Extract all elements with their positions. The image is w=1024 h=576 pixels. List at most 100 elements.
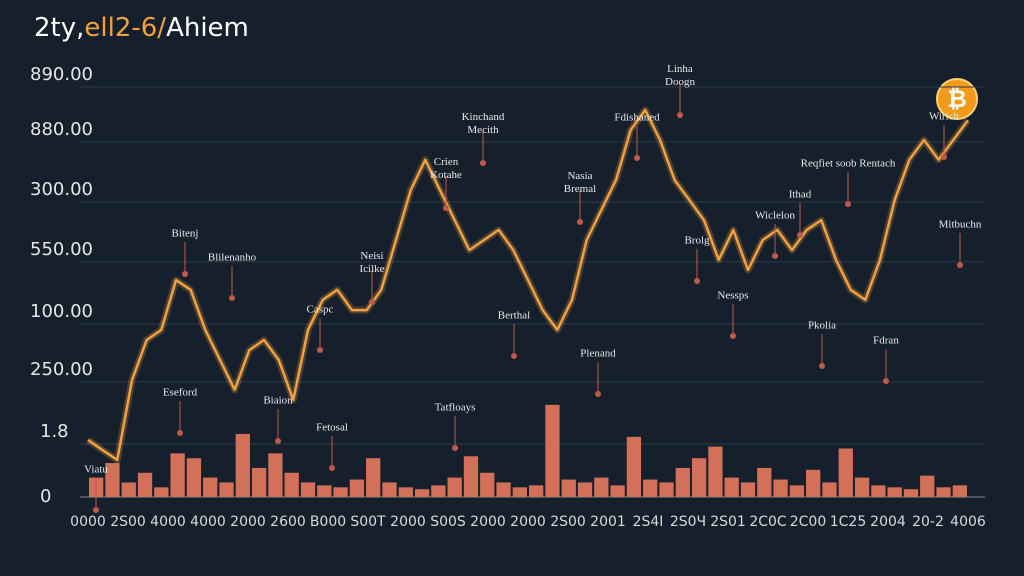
x-tick-label: 2001 xyxy=(590,514,626,530)
annotation-label: Brolg xyxy=(684,235,710,247)
annotation-dot xyxy=(317,347,323,353)
annotation: Bitenj xyxy=(172,228,198,277)
annotation-label: Blilenanho xyxy=(208,252,257,264)
volume-bar xyxy=(235,433,250,497)
volume-bar xyxy=(349,479,365,497)
volume-bar xyxy=(414,489,430,497)
annotation-line: Icilke xyxy=(359,263,384,275)
annotation: Viatu xyxy=(84,464,108,513)
annotation: Pkolia xyxy=(808,320,836,369)
annotation-label: Eseford xyxy=(163,387,198,399)
volume-bar xyxy=(806,469,821,497)
volume-bar xyxy=(594,477,609,497)
annotation: Linha Doogn xyxy=(665,63,695,118)
annotation-label: Kinchand Mecith xyxy=(462,111,505,136)
price-line xyxy=(87,108,970,462)
bitcoin-glyph: ₿ xyxy=(947,85,967,113)
y-tick-label: 300.00 xyxy=(30,179,93,200)
x-tick-label: 0000 xyxy=(70,514,106,530)
x-tick-label: 4000 xyxy=(150,514,186,530)
volume-bar xyxy=(333,487,348,497)
volume-bar xyxy=(431,485,446,497)
annotation: Berthal xyxy=(498,310,530,359)
annotation-label: Nasia Bremal xyxy=(564,170,596,195)
annotation: Mitbuchn xyxy=(939,219,982,268)
x-tick-label: 4006 xyxy=(950,514,986,530)
volume-bar xyxy=(903,489,919,497)
x-tick-label: 2000 xyxy=(390,514,426,530)
volume-bar xyxy=(268,453,283,497)
volume-bar xyxy=(512,487,527,497)
annotation-dot xyxy=(883,378,889,384)
x-tick-label: 2S00 xyxy=(550,514,586,530)
annotation: Eseford xyxy=(163,387,198,436)
annotation-dot xyxy=(452,445,458,451)
x-tick-label: 2S0Ч xyxy=(670,514,706,530)
volume-bar xyxy=(496,482,511,497)
volume-bar xyxy=(659,482,674,497)
annotation-dot xyxy=(730,333,736,339)
annotation-dot xyxy=(634,155,640,161)
annotation: Fdran xyxy=(873,335,899,384)
volume-bar xyxy=(545,404,560,497)
volume-bar xyxy=(561,479,576,497)
x-tick-label: 2S4I xyxy=(633,514,664,530)
annotation-label: Nessps xyxy=(717,290,748,302)
y-tick-label: 890.00 xyxy=(30,64,93,85)
x-tick-label: 20-2 xyxy=(912,514,944,530)
x-tick-label: 4000 xyxy=(190,514,226,530)
y-tick-label: 250.00 xyxy=(30,359,93,380)
x-tick-label: S00T xyxy=(350,514,386,530)
chart-title: 2ty,ell2-6/Ahiem xyxy=(34,13,249,43)
annotation-dot xyxy=(577,219,583,225)
annotation-line: Nasia xyxy=(567,170,592,182)
annotation-label: Caspc xyxy=(307,304,334,316)
x-tick-label: 2000 xyxy=(510,514,546,530)
x-tick-label: 2C0C xyxy=(749,514,787,530)
y-tick-label: 0 xyxy=(40,486,51,507)
annotation: Reqfiet soob Rentach xyxy=(801,158,896,207)
volume-bar xyxy=(626,436,642,497)
y-tick-label: 880.00 xyxy=(30,119,93,140)
volume-bar xyxy=(577,482,593,497)
annotation-line: Neisi xyxy=(360,250,383,262)
annotation-dot xyxy=(511,353,517,359)
volume-bar xyxy=(757,467,772,497)
volume-bar xyxy=(610,485,625,497)
annotation-label: Wiclelon xyxy=(755,210,795,222)
volume-bar xyxy=(398,487,413,497)
volume-bar xyxy=(317,485,332,497)
title-part: Ahiem xyxy=(166,13,249,43)
x-tick-label: 2C00 xyxy=(790,514,827,530)
volume-bar xyxy=(447,477,462,497)
volume-bar xyxy=(708,446,723,497)
annotation: Fdishaned xyxy=(614,112,660,161)
x-tick-label: S00S xyxy=(430,514,466,530)
annotation-dot xyxy=(772,253,778,259)
volume-bar xyxy=(871,485,886,497)
annotation-line: Kinchand xyxy=(462,111,505,123)
volume-bar xyxy=(952,485,967,497)
annotation-dot xyxy=(177,430,183,436)
annotation: Nasia Bremal xyxy=(564,170,596,225)
x-tick-label: 2S00 xyxy=(110,514,146,530)
annotation-label: Neisi Icilke xyxy=(359,250,384,275)
annotation-dot xyxy=(182,271,188,277)
volume-bar xyxy=(300,482,316,497)
annotation: Biaion xyxy=(263,395,293,444)
annotation-dot xyxy=(595,391,601,397)
annotation-dot xyxy=(819,363,825,369)
annotation-line: Doogn xyxy=(665,76,695,88)
annotation-label: Wirich xyxy=(929,111,960,123)
volume-bar xyxy=(724,477,739,497)
volume-bar xyxy=(854,477,870,497)
volume-bar xyxy=(251,467,267,497)
annotation: Ithad xyxy=(789,189,812,238)
annotation-dot xyxy=(797,232,803,238)
x-tick-label: B000 xyxy=(310,514,346,530)
volume-bar xyxy=(463,456,479,497)
volume-bar xyxy=(643,479,658,497)
annotation-line: Kotahe xyxy=(430,169,462,181)
volume-bar xyxy=(154,487,169,497)
